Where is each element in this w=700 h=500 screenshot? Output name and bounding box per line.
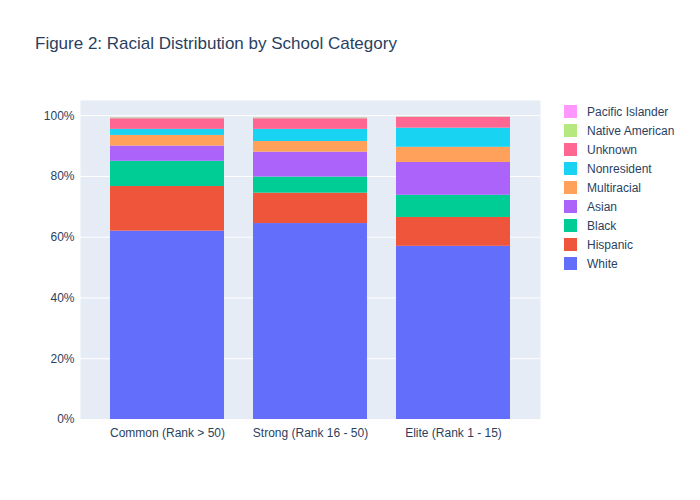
svg-text:20%: 20% bbox=[50, 352, 74, 366]
html-text:Native American: Native American bbox=[587, 123, 675, 138]
html-text:Multiracial: Multiracial bbox=[587, 180, 641, 195]
html-text:White: White bbox=[587, 256, 618, 271]
html-text:Black: Black bbox=[587, 218, 617, 233]
svg-text:80%: 80% bbox=[50, 169, 74, 183]
svg-text:100%: 100% bbox=[44, 109, 75, 123]
html-text:Nonresident: Nonresident bbox=[587, 161, 652, 176]
svg-text:Elite (Rank 1 - 15): Elite (Rank 1 - 15) bbox=[405, 426, 502, 440]
svg-text:60%: 60% bbox=[50, 230, 74, 244]
svg-text:40%: 40% bbox=[50, 291, 74, 305]
svg-text:Strong (Rank 16 - 50): Strong (Rank 16 - 50) bbox=[253, 426, 368, 440]
html-text:Hispanic: Hispanic bbox=[587, 237, 633, 252]
svg-text:Common (Rank > 50): Common (Rank > 50) bbox=[110, 426, 225, 440]
svg-text:0%: 0% bbox=[57, 412, 75, 426]
html-text:Figure 2: Racial Distribution: Figure 2: Racial Distribution by School … bbox=[35, 34, 397, 53]
html-text:Asian: Asian bbox=[587, 199, 617, 214]
html-text:Unknown: Unknown bbox=[587, 142, 637, 157]
html-text:Pacific Islander: Pacific Islander bbox=[587, 104, 669, 119]
